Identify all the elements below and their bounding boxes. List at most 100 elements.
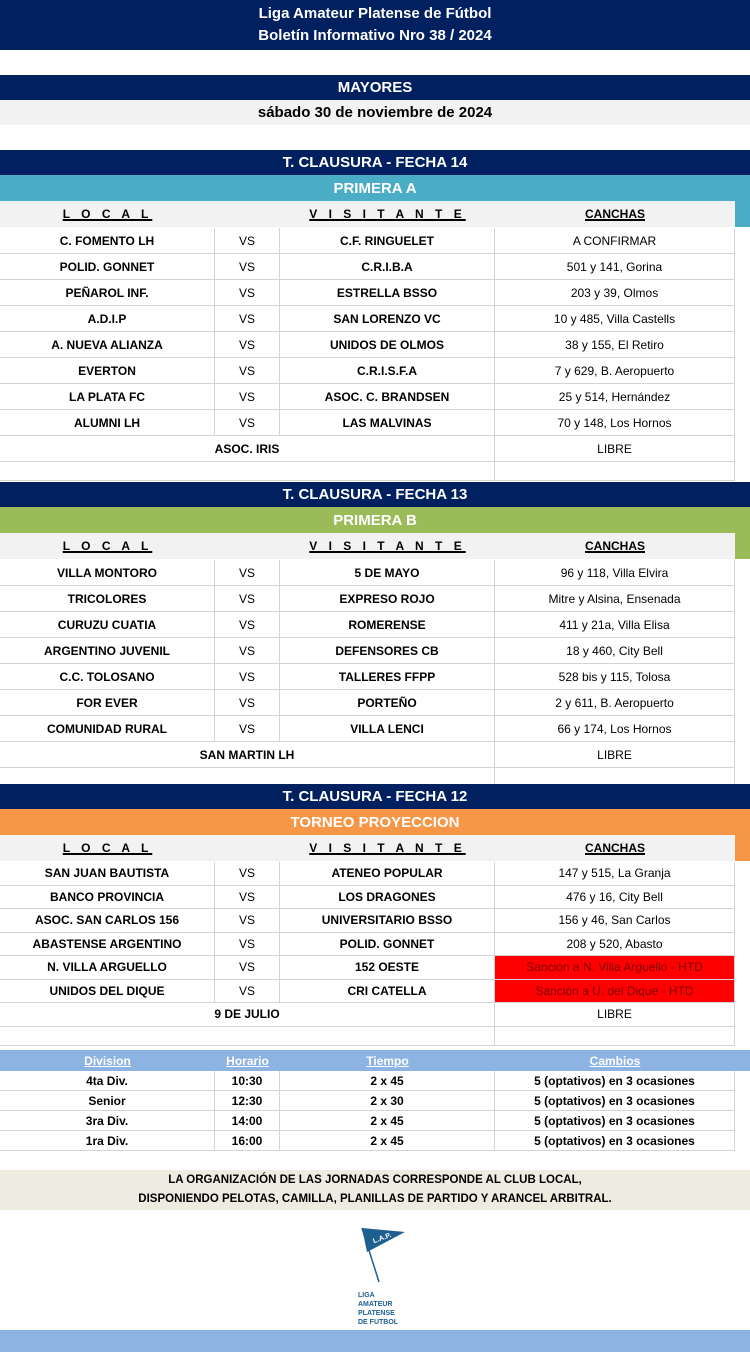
venue: 208 y 520, Abasto [495, 932, 735, 956]
vs-label: VS [215, 228, 280, 254]
visiting-team: POLID. GONNET [280, 932, 495, 956]
match-row: TRICOLORES VS EXPRESO ROJO Mitre y Alsin… [0, 586, 750, 612]
organization-notice: LA ORGANIZACIÓN DE LAS JORNADAS CORRESPO… [0, 1170, 750, 1210]
category-title: MAYORES [0, 75, 750, 100]
schedule-cell: 5 (optativos) en 3 ocasiones [495, 1131, 735, 1151]
venue: 96 y 118, Villa Elvira [495, 560, 735, 586]
local-team: POLID. GONNET [0, 254, 215, 280]
vs-label: VS [215, 932, 280, 956]
visitante-header: V I S I T A N T E [309, 207, 466, 221]
schedule-row: 3ra Div. 14:00 2 x 45 5 (optativos) en 3 oc… [0, 1111, 750, 1131]
free-label: LIBRE [495, 742, 735, 768]
venue: 25 y 514, Hernández [495, 384, 735, 410]
match-row: C.C. TOLOSANO VS TALLERES FFPP 528 bis y… [0, 664, 750, 690]
match-row: ALUMNI LH VS LAS MALVINAS 70 y 148, Los … [0, 410, 750, 436]
local-team: COMUNIDAD RURAL [0, 716, 215, 742]
schedule-header-cell: Cambios [589, 1053, 641, 1068]
round-title: T. CLAUSURA - FECHA 12 [0, 784, 750, 809]
vs-label: VS [215, 358, 280, 384]
visiting-team: LOS DRAGONES [280, 885, 495, 909]
visiting-team: C.R.I.S.F.A [280, 358, 495, 384]
venue: 501 y 141, Gorina [495, 254, 735, 280]
local-team: FOR EVER [0, 690, 215, 716]
venue: 18 y 460, City Bell [495, 638, 735, 664]
match-row: N. VILLA ARGUELLO VS 152 OESTE Sanción a… [0, 956, 750, 980]
pennant-flag-icon: L.A.P. [361, 1227, 405, 1283]
schedule-cell: Senior [0, 1091, 215, 1111]
venue: 7 y 629, B. Aeropuerto [495, 358, 735, 384]
local-team: N. VILLA ARGUELLO [0, 956, 215, 980]
league-logo: L.A.P. LIGA AMATEUR PLATENSE DE FUTBOL [355, 1226, 415, 1326]
vs-label: VS [215, 716, 280, 742]
visiting-team: TALLERES FFPP [280, 664, 495, 690]
visitante-header: V I S I T A N T E [309, 841, 466, 855]
local-team: A.D.I.P [0, 306, 215, 332]
schedule-cell: 16:00 [215, 1131, 280, 1151]
schedule-cell: 2 x 30 [280, 1091, 495, 1111]
round-title: T. CLAUSURA - FECHA 13 [0, 482, 750, 507]
logo-text: LIGA AMATEUR PLATENSE DE FUTBOL [358, 1292, 399, 1326]
schedule-row: Senior 12:30 2 x 30 5 (optativos) en 3 ocas… [0, 1091, 750, 1111]
match-row: SAN JUAN BAUTISTA VS ATENEO POPULAR 147 … [0, 862, 750, 886]
local-team: C. FOMENTO LH [0, 228, 215, 254]
schedule-cell: 2 x 45 [280, 1111, 495, 1131]
bulletin-number: Boletín Informativo Nro 38 / 2024 [258, 27, 492, 44]
vs-label: VS [215, 332, 280, 358]
venue: 411 y 21a, Villa Elisa [495, 612, 735, 638]
bulletin-header: Liga Amateur Platense de Fútbol Boletín … [0, 0, 750, 50]
venue: 203 y 39, Olmos [495, 280, 735, 306]
match-row: EVERTON VS C.R.I.S.F.A 7 y 629, B. Aerop… [0, 358, 750, 384]
vs-label: VS [215, 254, 280, 280]
local-team: ALUMNI LH [0, 410, 215, 436]
column-header-row: L O C A L V I S I T A N T E CANCHAS [0, 533, 750, 559]
schedule-cell: 10:30 [215, 1071, 280, 1091]
venue: 38 y 155, El Retiro [495, 332, 735, 358]
venue: 10 y 485, Villa Castells [495, 306, 735, 332]
visiting-team: EXPRESO ROJO [280, 586, 495, 612]
visiting-team: ROMERENSE [280, 612, 495, 638]
notice-line: LA ORGANIZACIÓN DE LAS JORNADAS CORRESPO… [168, 1174, 582, 1186]
schedule-row: 4ta Div. 10:30 2 x 45 5 (optativos) en 3 oc… [0, 1071, 750, 1091]
match-row: POLID. GONNET VS C.R.I.B.A 501 y 141, Go… [0, 254, 750, 280]
schedule-cell: 5 (optativos) en 3 ocasiones [495, 1091, 735, 1111]
venue: Mitre y Alsina, Ensenada [495, 586, 735, 612]
vs-label: VS [215, 280, 280, 306]
schedule-cell: 5 (optativos) en 3 ocasiones [495, 1111, 735, 1131]
venue: 476 y 16, City Bell [495, 885, 735, 909]
free-team-row: 9 DE JULIO LIBRE [0, 1003, 750, 1027]
vs-label: VS [215, 885, 280, 909]
division-title: PRIMERA A [0, 175, 750, 201]
vs-label: VS [215, 560, 280, 586]
venue: 2 y 611, B. Aeropuerto [495, 690, 735, 716]
local-team: A. NUEVA ALIANZA [0, 332, 215, 358]
visiting-team: UNIVERSITARIO BSSO [280, 909, 495, 933]
schedule-cell: 14:00 [215, 1111, 280, 1131]
free-team: ASOC. IRIS [0, 436, 495, 462]
local-team: SAN JUAN BAUTISTA [0, 862, 215, 886]
match-row: BANCO PROVINCIA VS LOS DRAGONES 476 y 16… [0, 885, 750, 909]
local-header: L O C A L [62, 207, 153, 221]
schedule-row: 1ra Div. 16:00 2 x 45 5 (optativos) en 3 oc… [0, 1131, 750, 1151]
vs-label: VS [215, 862, 280, 886]
match-row: COMUNIDAD RURAL VS VILLA LENCI 66 y 174,… [0, 716, 750, 742]
visiting-team: 5 DE MAYO [280, 560, 495, 586]
visiting-team: C.F. RINGUELET [280, 228, 495, 254]
visiting-team: PORTEÑO [280, 690, 495, 716]
visitante-header: V I S I T A N T E [309, 539, 466, 553]
local-team: UNIDOS DEL DIQUE [0, 979, 215, 1003]
local-team: ARGENTINO JUVENIL [0, 638, 215, 664]
match-row: LA PLATA FC VS ASOC. C. BRANDSEN 25 y 51… [0, 384, 750, 410]
schedule-cell: 1ra Div. [0, 1131, 215, 1151]
schedule-cell: 2 x 45 [280, 1071, 495, 1091]
local-team: LA PLATA FC [0, 384, 215, 410]
column-header-row: L O C A L V I S I T A N T E CANCHAS [0, 835, 750, 861]
local-team: EVERTON [0, 358, 215, 384]
match-row: C. FOMENTO LH VS C.F. RINGUELET A CONFIR… [0, 228, 750, 254]
local-team: C.C. TOLOSANO [0, 664, 215, 690]
free-team: 9 DE JULIO [0, 1003, 495, 1027]
schedule-header-cell: Division [84, 1053, 131, 1068]
venue: 66 y 174, Los Hornos [495, 716, 735, 742]
match-date: sábado 30 de noviembre de 2024 [0, 100, 750, 125]
free-team: SAN MARTIN LH [0, 742, 495, 768]
local-team: TRICOLORES [0, 586, 215, 612]
